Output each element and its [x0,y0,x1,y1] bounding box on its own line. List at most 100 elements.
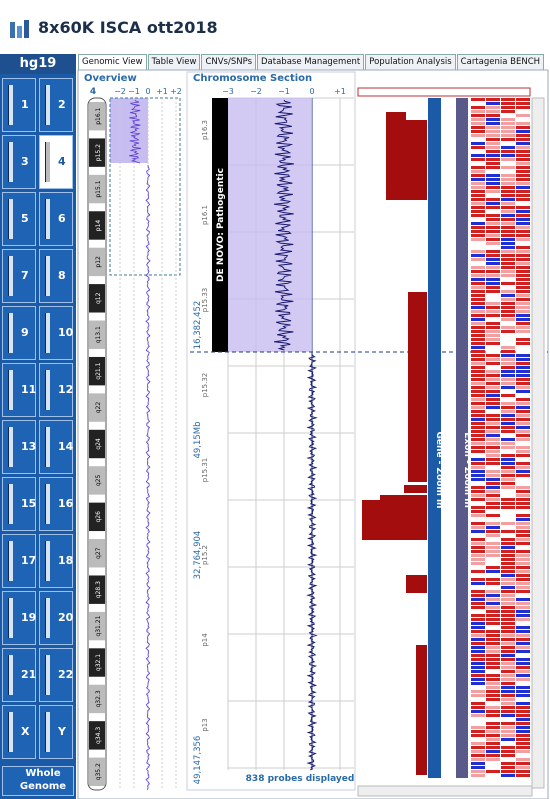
tab[interactable]: Cartagenia BENCH [456,54,545,70]
heatmap-cell [471,694,485,697]
heatmap-cell [501,394,515,397]
heatmap-cell [471,334,485,337]
chromosome-button[interactable]: 3 [2,135,36,189]
heatmap-cell [486,274,500,277]
tab[interactable]: Population Analysis [365,54,456,70]
chromosome-button[interactable]: 13 [2,420,36,474]
chromosome-button[interactable]: 11 [2,363,36,417]
heatmap-cell [486,338,500,341]
heatmap-cell [501,230,515,233]
heatmap-cell [501,558,515,561]
heatmap-cell [516,582,530,585]
heatmap-cell [471,410,485,413]
tab[interactable]: Genomic View [78,54,147,70]
chromosome-button[interactable]: 10 [39,306,73,360]
heatmap-cell [516,346,530,349]
chromosome-button[interactable]: 17 [2,534,36,588]
section-band-label: p14 [201,633,209,647]
heatmap-cell [501,146,515,149]
exon-track[interactable] [456,98,468,778]
heatmap-cell [486,766,500,769]
track-toolbar [357,87,531,97]
heatmap-cell [501,598,515,601]
heatmap-cell [516,98,530,101]
chromosome-button[interactable]: X [2,705,36,759]
heatmap-cell [486,246,500,249]
chromosome-icon [8,712,13,752]
band-label: p15.2 [95,144,102,161]
chromosome-button[interactable]: 18 [39,534,73,588]
chromosome-button[interactable]: 2 [39,78,73,132]
heatmap-cell [516,214,530,217]
chromosome-button[interactable]: 15 [2,477,36,531]
heatmap-cell [471,102,485,105]
heatmap-cell [501,310,515,313]
heatmap-cell [516,210,530,213]
heatmap-cell [471,602,485,605]
heatmap-cell [471,234,485,237]
heatmap-cell [471,622,485,625]
heatmap-cell [471,398,485,401]
heatmap-cell [486,442,500,445]
tab[interactable]: Table View [147,54,201,70]
band-label: q21.1 [95,362,102,379]
chromosome-button[interactable]: Y [39,705,73,759]
heatmap-cell [501,246,515,249]
chromosome-number: 16 [58,497,74,510]
heatmap-cell [471,166,485,169]
gene-track[interactable] [428,98,441,778]
heatmap-cell [486,666,500,669]
heatmap-cell [486,270,500,273]
band-label: q27 [95,547,102,559]
heatmap-cell [516,314,530,317]
chromosome-button[interactable]: 1 [2,78,36,132]
heatmap-cell [501,718,515,721]
heatmap-cell [486,106,500,109]
chromosome-button[interactable]: 8 [39,249,73,303]
h-scrollbar[interactable] [357,785,533,797]
chromosome-button[interactable]: 5 [2,192,36,246]
tab[interactable]: Database Management [257,54,365,70]
chromosome-button[interactable]: 14 [39,420,73,474]
heatmap-cell [486,726,500,729]
heatmap-cell [516,122,530,125]
heatmap-cell [516,178,530,181]
heatmap-cell [501,378,515,381]
heatmap-cell [516,626,530,629]
heatmap-cell [516,406,530,409]
chromosome-button[interactable]: 9 [2,306,36,360]
chromosome-number: 20 [58,611,74,624]
chromosome-button[interactable]: 7 [2,249,36,303]
heatmap-cell [516,542,530,545]
heatmap-cell [486,754,500,757]
heatmap-cell [516,426,530,429]
heatmap-cell [516,522,530,525]
chromosome-button[interactable]: 4 [39,135,73,189]
heatmap-cell [501,434,515,437]
heatmap-cell [486,530,500,533]
heatmap-cell [501,686,515,689]
chromosome-button[interactable]: 22 [39,648,73,702]
chromosome-icon [45,85,50,125]
tab[interactable]: CNVs/SNPs [201,54,257,70]
chromosome-button[interactable]: 20 [39,591,73,645]
heatmap-cell [516,286,530,289]
heatmap-cell [516,258,530,261]
chromosome-button[interactable]: 16 [39,477,73,531]
heatmap-cell [486,594,500,597]
heatmap-cell [486,746,500,749]
chromosome-button[interactable]: 21 [2,648,36,702]
heatmap-cell [501,162,515,165]
heatmap-cell [501,178,515,181]
heatmap-cell [516,234,530,237]
heatmap-cell [486,582,500,585]
heatmap-cell [486,542,500,545]
chromosome-button[interactable]: 12 [39,363,73,417]
chromosome-button[interactable]: 19 [2,591,36,645]
scrollbar[interactable] [531,97,545,789]
whole-genome-button[interactable]: Whole Genome [2,766,74,796]
heatmap-cell [471,378,485,381]
chromosome-button[interactable]: 6 [39,192,73,246]
heatmap-cell [516,486,530,489]
chromosome-icon [45,370,50,410]
